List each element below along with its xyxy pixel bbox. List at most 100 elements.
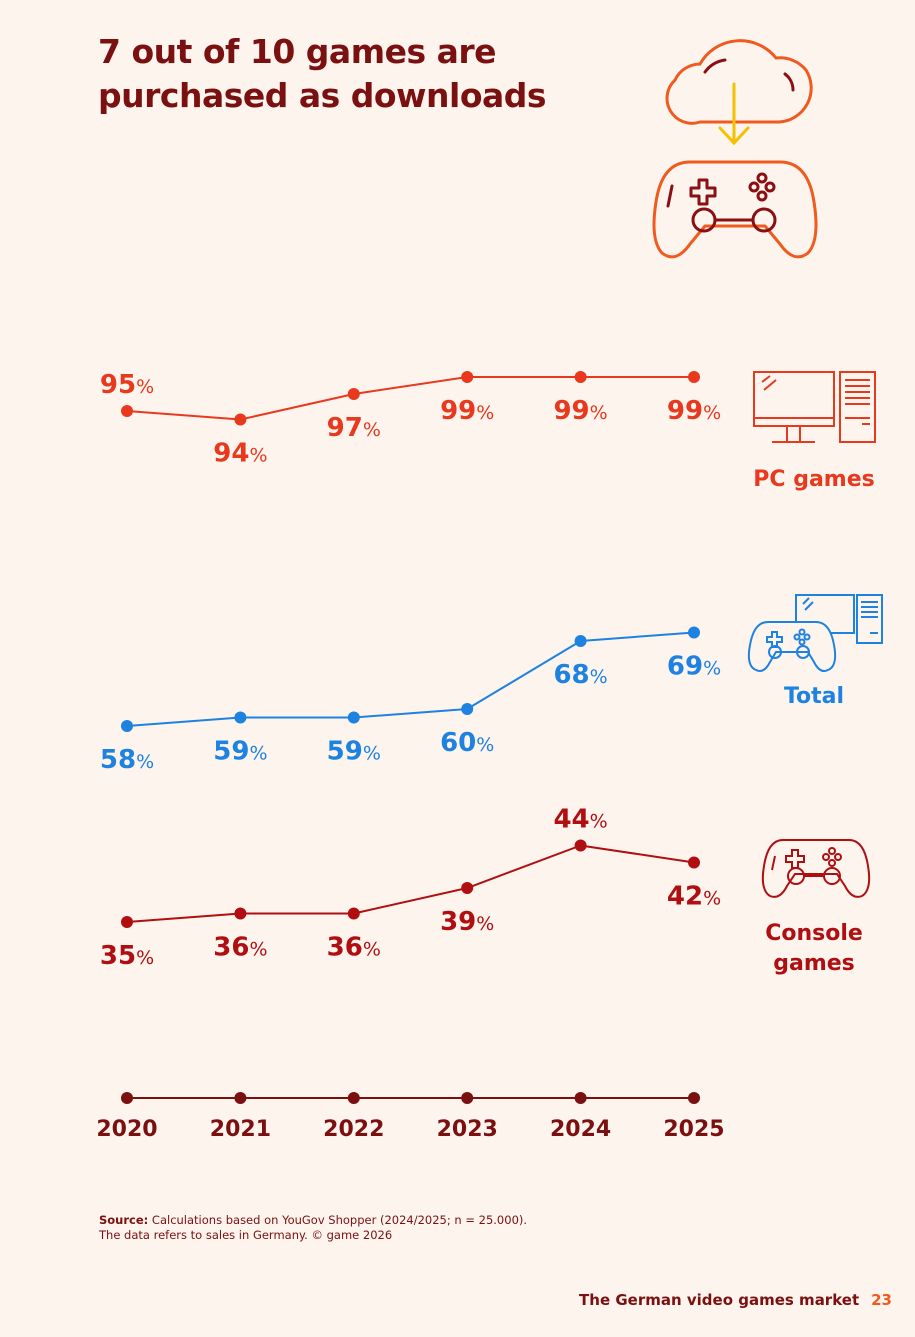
source-note: Source: Calculations based on YouGov Sho… [99, 1213, 699, 1243]
data-label-value: 94 [213, 439, 249, 469]
source-text: Calculations based on YouGov Shopper (20… [151, 1213, 528, 1227]
data-label-unit: % [703, 888, 721, 910]
series-label-line: Total [784, 684, 844, 709]
data-point [234, 711, 247, 724]
data-point [234, 907, 247, 920]
data-label: 58% [100, 745, 154, 775]
series-line-total [126, 631, 695, 727]
data-label: 99% [667, 396, 721, 426]
data-point [574, 839, 587, 852]
source-line-2: The data refers to sales in Germany. © g… [99, 1228, 393, 1242]
title-line-2: purchased as downloads [98, 76, 547, 115]
data-label-unit: % [249, 445, 267, 467]
data-label-value: 59 [327, 737, 363, 767]
title-line-1: 7 out of 10 games are [98, 32, 497, 71]
data-label-value: 44 [553, 805, 589, 835]
series-console: 35% 36% 36%39%44%42% [100, 805, 721, 972]
data-label-unit: % [703, 658, 721, 680]
data-label: 99% [440, 396, 494, 426]
gamepad-icon [761, 839, 871, 898]
data-label-unit: % [590, 402, 608, 424]
data-label: 35% [100, 941, 154, 971]
series-layer: 95%94%97%99% 99% 99%58% 59% 59% 60%68% 69%35% 3… [100, 370, 721, 971]
data-label-value: 99 [667, 396, 703, 426]
data-label: 94% [213, 439, 267, 469]
data-label-value: 95 [100, 370, 136, 400]
cloud-download-icon [665, 39, 813, 146]
data-point [347, 907, 360, 920]
source-label: Source: [99, 1213, 149, 1227]
data-label-value: 39 [440, 907, 476, 937]
data-label-unit: % [249, 939, 267, 961]
axis-tick [121, 1092, 133, 1104]
data-point [461, 371, 474, 383]
data-point [574, 635, 587, 647]
data-point [574, 371, 587, 383]
data-point [461, 882, 474, 894]
series-label-pc: PC games [753, 467, 874, 492]
data-label-unit: % [136, 751, 154, 773]
data-point [347, 711, 360, 724]
data-label-unit: % [590, 666, 608, 688]
pc-monitor-tower-icon [753, 371, 876, 443]
data-label-value: 36 [213, 933, 249, 963]
data-point [121, 916, 133, 928]
data-label: 99% [553, 396, 607, 426]
data-label: 44% [553, 805, 607, 835]
data-label-unit: % [249, 743, 267, 765]
data-label: 97% [327, 413, 381, 443]
gamepad-icon [652, 160, 818, 259]
data-label-value: 97 [327, 413, 363, 443]
data-label-value: 36 [327, 933, 363, 963]
series-label-line: PC games [753, 467, 874, 492]
data-label: 59% [327, 737, 381, 767]
series-label-line: games [773, 951, 855, 976]
data-label-value: 99 [440, 396, 476, 426]
data-label-value: 42 [667, 882, 703, 912]
data-label-unit: % [363, 939, 381, 961]
data-point [461, 703, 474, 715]
gamepad-and-pc-icon [747, 594, 883, 672]
data-label: 69% [667, 652, 721, 682]
data-label: 39% [440, 907, 494, 937]
series-total: 58% 59% 59% 60%68% 69% [100, 626, 721, 775]
data-label-value: 99 [553, 396, 589, 426]
data-label-value: 35 [100, 941, 136, 971]
data-point [121, 405, 133, 417]
data-label: 36% [213, 933, 267, 963]
data-label-unit: % [590, 811, 608, 833]
data-label-unit: % [476, 913, 494, 935]
data-label: 95% [100, 370, 154, 400]
data-label: 59% [213, 737, 267, 767]
series-label-total: Total [784, 684, 844, 709]
series-line-pc [126, 376, 694, 421]
series-line-console [126, 844, 695, 923]
data-label-value: 58 [100, 745, 136, 775]
tick-label: 2025 [663, 1117, 724, 1142]
data-label-unit: % [363, 743, 381, 765]
source-line-1: Source: Calculations based on YouGov Sho… [99, 1213, 699, 1228]
data-point [688, 371, 700, 383]
data-label-unit: % [476, 734, 494, 756]
publication-title: The German video games market [579, 1291, 860, 1309]
tick-label: 2020 [96, 1117, 157, 1142]
series-labels: PC games Total Console games [753, 467, 874, 976]
data-label-value: 59 [213, 737, 249, 767]
data-point [234, 413, 247, 426]
series-label-line: Console [765, 921, 863, 946]
data-point [121, 720, 133, 732]
tick-label: 2023 [437, 1117, 498, 1142]
page-footer: The German video games market 23 [579, 1291, 892, 1309]
axis-tick [574, 1092, 587, 1104]
axis-tick [234, 1092, 247, 1104]
data-label-unit: % [703, 402, 721, 424]
data-point [347, 388, 360, 400]
data-label-unit: % [363, 419, 381, 441]
data-label-unit: % [136, 376, 154, 398]
data-label-unit: % [476, 402, 494, 424]
data-point [688, 626, 700, 639]
tick-label: 2022 [323, 1117, 384, 1142]
data-label-unit: % [136, 947, 154, 969]
series-pc: 95%94%97%99% 99% 99% [100, 370, 721, 469]
data-label-value: 60 [440, 728, 476, 758]
